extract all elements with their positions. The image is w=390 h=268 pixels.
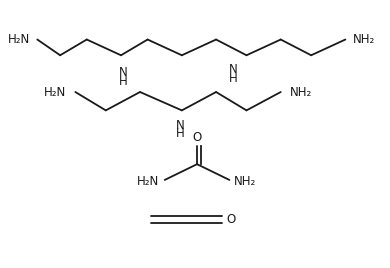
- Text: H₂N: H₂N: [44, 85, 66, 99]
- Text: O: O: [227, 213, 236, 226]
- Text: NH₂: NH₂: [353, 33, 375, 46]
- Text: NH₂: NH₂: [234, 175, 257, 188]
- Text: H₂N: H₂N: [7, 33, 30, 46]
- Text: H₂N: H₂N: [137, 175, 159, 188]
- Text: O: O: [192, 131, 202, 144]
- Text: N: N: [176, 119, 184, 132]
- Text: H: H: [119, 75, 127, 88]
- Text: N: N: [229, 63, 238, 76]
- Text: NH₂: NH₂: [290, 85, 312, 99]
- Text: H: H: [229, 72, 238, 85]
- Text: N: N: [119, 66, 127, 79]
- Text: H: H: [176, 128, 184, 140]
